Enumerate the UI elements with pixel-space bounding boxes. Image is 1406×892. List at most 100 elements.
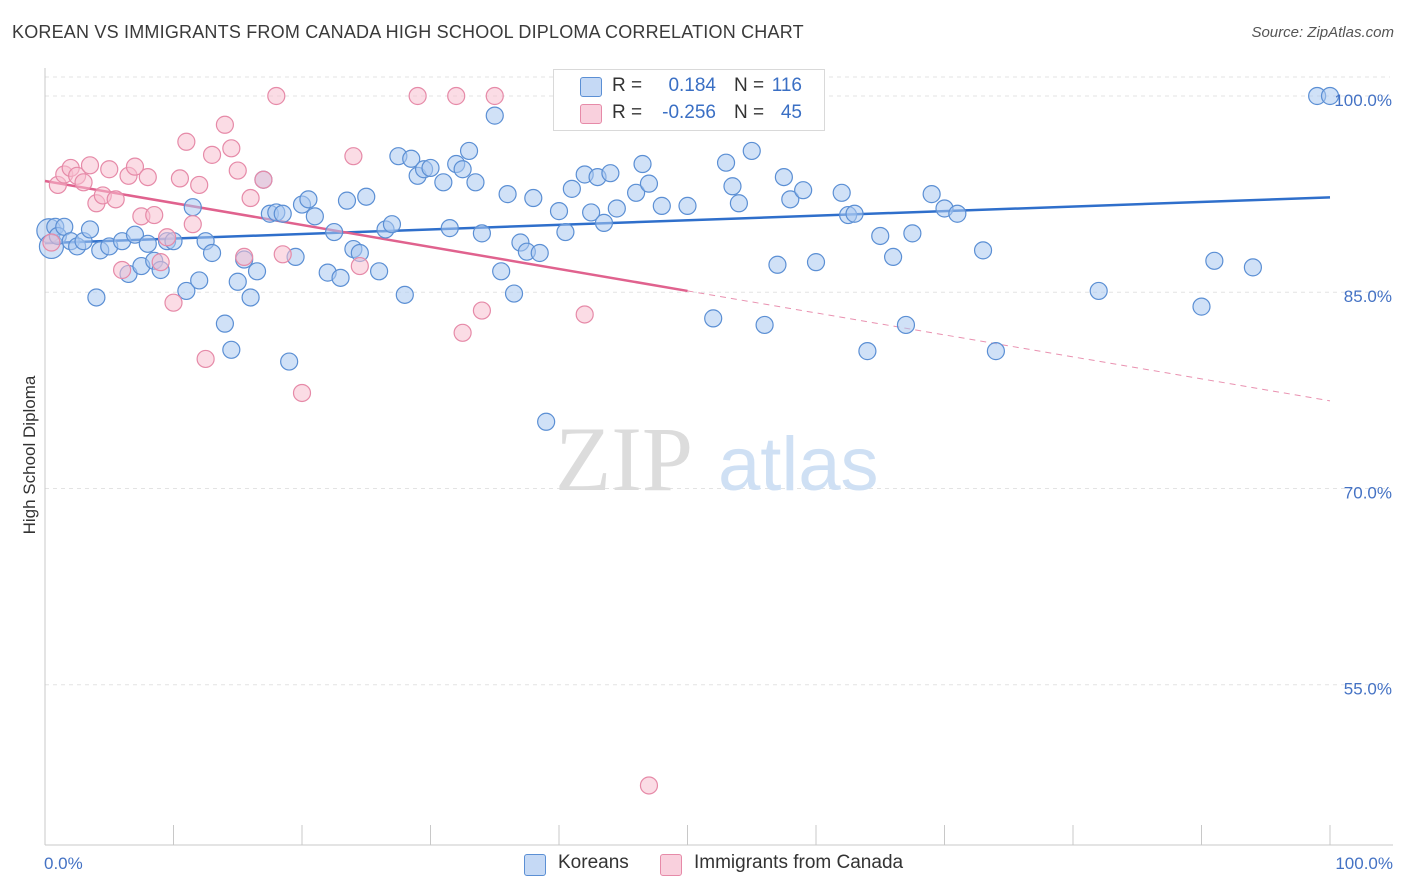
bottom-legend-label-canada: Immigrants from Canada <box>694 852 904 873</box>
watermark-atlas: atlas <box>718 422 879 507</box>
korean-point <box>774 167 793 187</box>
axes <box>44 68 1393 846</box>
korean-point <box>871 226 890 246</box>
korean-point <box>948 204 967 223</box>
korean-point <box>530 243 549 263</box>
legend-n-label: N = <box>734 75 765 96</box>
korean-point <box>716 153 736 172</box>
korean-point <box>337 191 357 210</box>
korean-point <box>626 183 646 202</box>
legend-n-label: N = <box>734 102 765 123</box>
canada-point <box>106 190 125 209</box>
korean-point <box>125 225 145 244</box>
korean-point <box>331 268 350 287</box>
legend-r-label: R = <box>612 102 643 123</box>
y-tick-label: 100.0% <box>1334 91 1392 110</box>
korean-point <box>504 284 524 303</box>
korean-point <box>723 177 742 196</box>
korean-point <box>1243 258 1263 277</box>
korean-point <box>138 234 157 253</box>
korean-point <box>357 187 376 206</box>
canada-point <box>344 147 363 166</box>
canada-point <box>273 245 292 264</box>
legend-swatch-koreans <box>580 77 602 97</box>
canada-point <box>145 205 164 225</box>
trend-line-canada-solid <box>44 179 688 293</box>
korean-point <box>986 342 1006 361</box>
canada-point <box>472 301 491 320</box>
korean-point <box>858 342 877 361</box>
korean-point <box>896 315 916 335</box>
korean-point <box>845 204 864 223</box>
y-tick-label: 70.0% <box>1344 483 1392 502</box>
y-axis-label: High School Diploma <box>20 375 39 534</box>
korean-point <box>299 190 318 209</box>
korean-point <box>453 160 472 179</box>
canada-point <box>177 132 196 151</box>
trend-lines <box>44 179 1331 402</box>
korean-point <box>222 340 241 359</box>
korean-point <box>241 288 260 307</box>
canada-point <box>74 173 93 192</box>
gridlines <box>45 76 1390 686</box>
canada-point <box>447 86 466 106</box>
korean-point <box>177 281 196 301</box>
canada-point <box>215 115 234 134</box>
legend-n-value: 45 <box>780 102 802 123</box>
legend-r-value: 0.184 <box>668 75 716 96</box>
korean-point <box>492 262 511 281</box>
legend-row-canada: R = -0.256 N = 45 <box>554 100 824 126</box>
korean-point <box>883 247 903 267</box>
korean-point <box>1205 251 1224 270</box>
korean-point <box>652 196 671 215</box>
korean-point <box>768 255 787 274</box>
bottom-legend-label-koreans: Koreans <box>558 852 629 873</box>
korean-point <box>582 203 601 222</box>
korean-point <box>215 314 234 333</box>
watermark-zip: ZIP <box>555 408 693 510</box>
canada-point <box>639 776 659 795</box>
korean-point <box>370 262 389 281</box>
korean-point <box>607 199 626 218</box>
canada-point <box>267 86 286 106</box>
korean-point <box>382 215 402 234</box>
korean-point <box>594 213 614 232</box>
canada-point <box>170 169 190 188</box>
correlation-legend: R = 0.184 N = 116 R = -0.256 N = 45 <box>553 69 825 131</box>
canada-point <box>196 349 215 369</box>
y-tick-labels: 100.0% 85.0% 70.0% 55.0% <box>1334 91 1392 699</box>
korean-point <box>305 207 324 226</box>
canada-point <box>241 188 260 208</box>
korean-point <box>755 315 774 335</box>
korean-point <box>190 271 209 290</box>
korean-point <box>704 309 723 328</box>
korean-point <box>472 224 491 243</box>
korean-point <box>202 243 222 263</box>
korean-point <box>466 173 485 192</box>
legend-swatch-canada <box>580 104 602 124</box>
bottom-legend-swatch-canada <box>660 854 682 876</box>
korean-point <box>80 220 100 239</box>
korean-point <box>903 224 922 243</box>
canada-point <box>125 157 145 176</box>
korean-point <box>524 188 543 208</box>
korean-point <box>247 262 267 281</box>
y-tick-label: 55.0% <box>1344 680 1392 699</box>
korean-point <box>832 183 851 202</box>
canada-point <box>575 305 594 324</box>
x-tick-label-min: 0.0% <box>44 854 83 873</box>
korean-point <box>325 222 344 242</box>
canada-point <box>42 233 61 252</box>
chart-source: Source: ZipAtlas.com <box>1251 24 1394 41</box>
korean-point <box>273 204 292 223</box>
canada-point <box>80 156 100 175</box>
korean-point <box>678 196 697 215</box>
korean-point <box>485 106 504 125</box>
x-tick-labels: 0.0% 100.0% <box>44 854 1393 873</box>
korean-point <box>556 222 575 242</box>
korean-point <box>498 185 517 204</box>
korean-point <box>729 194 749 213</box>
canada-point <box>164 293 183 312</box>
y-tick-label: 85.0% <box>1344 287 1392 306</box>
